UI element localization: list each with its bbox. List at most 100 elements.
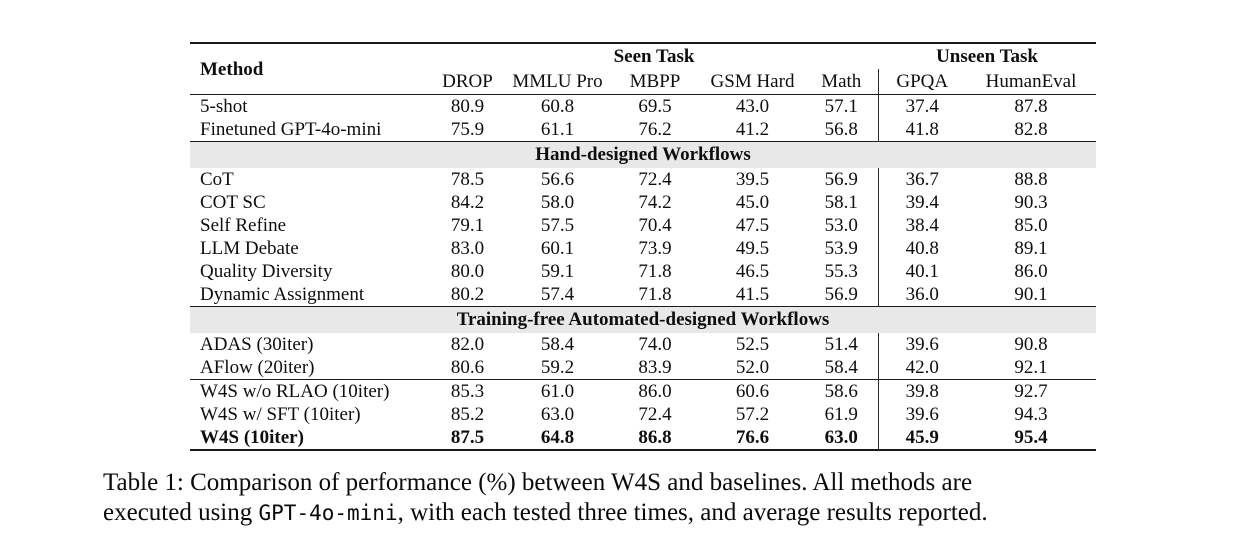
value-cell: 89.1: [1014, 238, 1048, 259]
method-cell: CoT: [200, 169, 234, 190]
table-header: Method Seen Task Unseen Task DROP MMLU P…: [190, 43, 1097, 95]
value-cell: 56.6: [540, 169, 575, 190]
value-cell: 61.1: [540, 119, 575, 140]
task-group-header-row: Method Seen Task Unseen Task: [190, 43, 1096, 95]
method-cell: Finetuned GPT-4o-mini: [200, 119, 382, 140]
value-cell: 36.0: [877, 283, 967, 307]
value-cell: 39.8: [877, 379, 967, 403]
method-cell: W4S w/o RLAO (10iter): [190, 379, 430, 403]
results-table: Method Seen Task Unseen Task DROP MMLU P…: [190, 42, 1097, 451]
value-cell: 79.1: [450, 215, 485, 236]
value-cell: 60.1: [540, 238, 575, 259]
value-cell: 94.3: [1014, 404, 1048, 425]
value-cell: 39.6: [877, 403, 967, 426]
table-caption: Table 1: Comparison of performance (%) b…: [103, 468, 1178, 528]
section-title: Hand-designed Workflows: [190, 141, 1097, 168]
value-cell: 90.8: [1014, 334, 1048, 355]
value-cell: 59.2: [540, 357, 575, 378]
value-cell: 42.0: [877, 356, 967, 380]
value-cell: 39.5: [735, 169, 770, 190]
value-cell: 80.2: [450, 284, 485, 305]
table-row: W4S w/ SFT (10iter) 85.2 63.0 72.4 57.2 61.9 3…: [190, 403, 1096, 426]
method-column-header: Method: [190, 43, 430, 95]
unseen-task-group-header: Unseen Task: [936, 46, 1038, 67]
value-cell: 58.6: [805, 379, 879, 403]
value-cell: 46.5: [735, 261, 770, 282]
value-cell: 87.5: [450, 427, 485, 448]
table-row: W4S (10iter) 87.5 64.8 86.8 76.6 63.0 45.9 95.4: [190, 426, 1096, 450]
value-cell: 71.8: [638, 284, 672, 305]
value-cell: 86.8: [638, 427, 672, 448]
value-cell: 87.8: [1014, 96, 1048, 117]
value-cell: 80.0: [450, 261, 485, 282]
value-cell: 63.0: [824, 427, 858, 448]
caption-line-2: executed using GPT-4o-mini, with each te…: [103, 498, 1178, 528]
table-row: COT SC 84.2 58.0 74.2 45.0 58.1 39.4 90.3: [190, 191, 1096, 214]
value-cell: 74.2: [638, 192, 672, 213]
value-cell: 61.9: [824, 404, 858, 425]
value-cell: 58.4: [540, 334, 575, 355]
value-cell: 83.0: [450, 238, 485, 259]
value-cell: 39.4: [877, 191, 967, 214]
value-cell: 75.9: [450, 119, 485, 140]
value-cell: 84.2: [450, 192, 485, 213]
table-row: Dynamic Assignment 80.2 57.4 71.8 41.5 56.9 36…: [190, 283, 1096, 307]
value-cell: 45.9: [877, 426, 967, 450]
value-cell: 92.1: [1014, 357, 1048, 378]
column-header-mmlu-pro: MMLU Pro: [505, 69, 610, 95]
value-cell: 53.0: [824, 215, 858, 236]
value-cell: 92.7: [966, 379, 1097, 403]
caption-text: , with each tested three times, and aver…: [397, 499, 988, 526]
method-cell: LLM Debate: [200, 238, 299, 259]
method-cell: ADAS (30iter): [200, 334, 314, 355]
value-cell: 72.4: [638, 404, 672, 425]
value-cell: 70.4: [638, 215, 672, 236]
column-header-gsm-hard: GSM Hard: [700, 69, 805, 95]
column-header-math: Math: [805, 69, 879, 95]
value-cell: 95.4: [1014, 427, 1048, 448]
value-cell: 78.5: [450, 169, 485, 190]
value-cell: 69.5: [638, 96, 672, 117]
value-cell: 38.4: [877, 214, 967, 237]
table-body: 5-shot 80.9 60.8 69.5 43.0 57.1 37.4 87.8 Finetu…: [190, 94, 1097, 450]
value-cell: 80.9: [450, 96, 485, 117]
table-row: LLM Debate 83.0 60.1 73.9 49.5 53.9 40.8 89.1: [190, 237, 1096, 260]
value-cell: 76.2: [638, 119, 672, 140]
value-cell: 72.4: [638, 169, 672, 190]
value-cell: 85.2: [450, 404, 485, 425]
value-cell: 41.8: [877, 118, 967, 142]
value-cell: 83.9: [638, 357, 672, 378]
value-cell: 64.8: [540, 427, 575, 448]
value-cell: 40.1: [877, 260, 967, 283]
value-cell: 60.8: [540, 96, 575, 117]
column-names-row: DROP MMLU Pro MBPP GSM Hard Math GPQA Hu…: [190, 69, 1097, 95]
value-cell: 41.5: [735, 284, 770, 305]
section-title: Training-free Automated-designed Workflo…: [190, 306, 1097, 333]
value-cell: 86.0: [1014, 261, 1048, 282]
value-cell: 39.6: [877, 333, 967, 356]
value-cell: 49.5: [735, 238, 770, 259]
value-cell: 58.4: [824, 357, 858, 378]
value-cell: 57.1: [824, 96, 858, 117]
value-cell: 53.9: [824, 238, 858, 259]
caption-code-model-name: GPT-4o-mini: [258, 501, 398, 525]
table-row: W4S w/o RLAO (10iter) 85.3 61.0 86.0 60.6 58.…: [190, 379, 1097, 403]
column-header-mbpp: MBPP: [610, 69, 700, 95]
value-cell: 51.4: [824, 334, 858, 355]
value-cell: 58.1: [824, 192, 858, 213]
section-header-row: Training-free Automated-designed Workflo…: [190, 306, 1097, 333]
value-cell: 56.9: [824, 169, 858, 190]
value-cell: 73.9: [638, 238, 672, 259]
value-cell: 60.6: [700, 379, 805, 403]
value-cell: 82.8: [1014, 119, 1048, 140]
caption-text: executed using: [103, 499, 259, 526]
column-header-humaneval: HumanEval: [966, 69, 1097, 95]
table-row: Self Refine 79.1 57.5 70.4 47.5 53.0 38.4 85.0: [190, 214, 1096, 237]
value-cell: 57.2: [735, 404, 770, 425]
value-cell: 63.0: [540, 404, 575, 425]
value-cell: 86.0: [610, 379, 700, 403]
value-cell: 43.0: [735, 96, 770, 117]
value-cell: 41.2: [735, 119, 770, 140]
value-cell: 52.0: [735, 357, 770, 378]
method-cell: W4S w/ SFT (10iter): [200, 404, 361, 425]
